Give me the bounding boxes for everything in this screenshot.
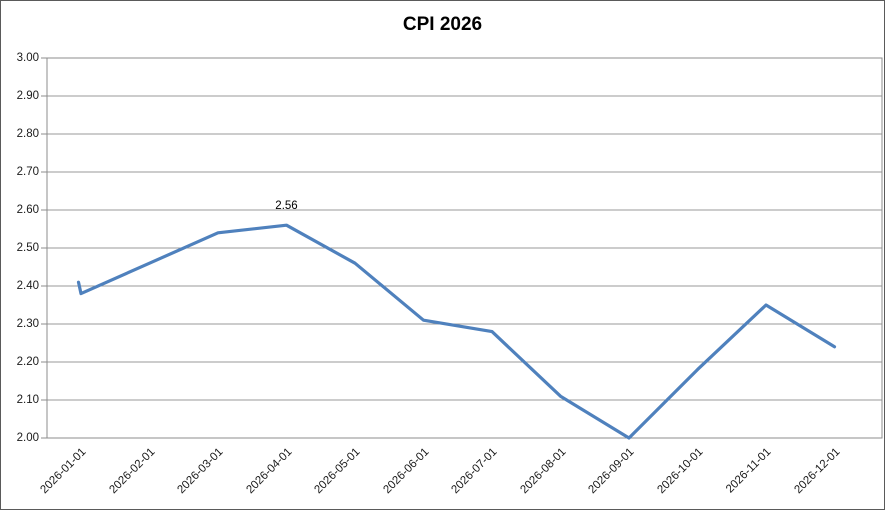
y-tick-label: 2.70 <box>16 166 39 178</box>
y-tick-label: 2.90 <box>16 90 39 102</box>
cpi-line-series <box>76 223 837 440</box>
data-label-peak: 2.56 <box>275 200 298 213</box>
y-tick-label: 2.40 <box>16 280 39 292</box>
y-tick-label: 2.00 <box>16 432 39 444</box>
y-tick-label: 2.60 <box>16 204 39 216</box>
plot-border <box>46 57 883 439</box>
y-tick-label: 2.80 <box>16 128 39 140</box>
y-tick-label: 2.30 <box>16 318 39 330</box>
y-tick-label: 2.10 <box>16 394 39 406</box>
y-tick-label: 2.20 <box>16 356 39 368</box>
y-tick-label: 2.50 <box>16 242 39 254</box>
y-tick-label: 3.00 <box>16 52 39 64</box>
chart-title: CPI 2026 <box>402 14 483 35</box>
